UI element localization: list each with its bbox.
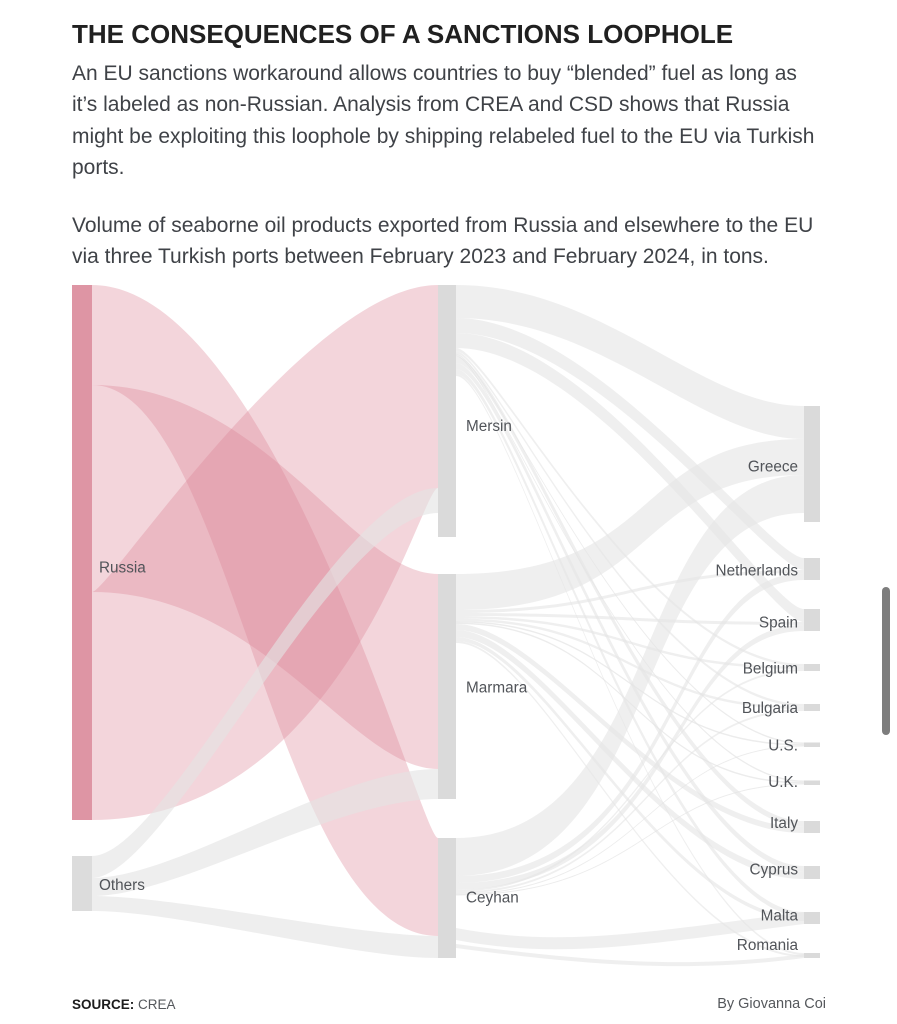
svg-text:Marmara: Marmara [466, 680, 528, 697]
svg-text:Spain: Spain [759, 615, 798, 632]
svg-text:Mersin: Mersin [466, 418, 512, 435]
svg-text:Russia: Russia [99, 560, 146, 577]
svg-text:Greece: Greece [748, 459, 798, 476]
svg-text:U.K.: U.K. [768, 774, 798, 791]
svg-text:Netherlands: Netherlands [716, 563, 799, 580]
svg-text:Others: Others [99, 877, 145, 894]
svg-text:Belgium: Belgium [743, 661, 798, 678]
svg-text:Romania: Romania [737, 937, 799, 954]
svg-text:Cyprus: Cyprus [750, 862, 799, 879]
svg-text:U.S.: U.S. [768, 738, 798, 755]
svg-text:Italy: Italy [770, 815, 798, 832]
svg-text:Bulgaria: Bulgaria [742, 700, 799, 717]
svg-text:Malta: Malta [761, 908, 799, 925]
svg-text:Ceyhan: Ceyhan [466, 890, 519, 907]
